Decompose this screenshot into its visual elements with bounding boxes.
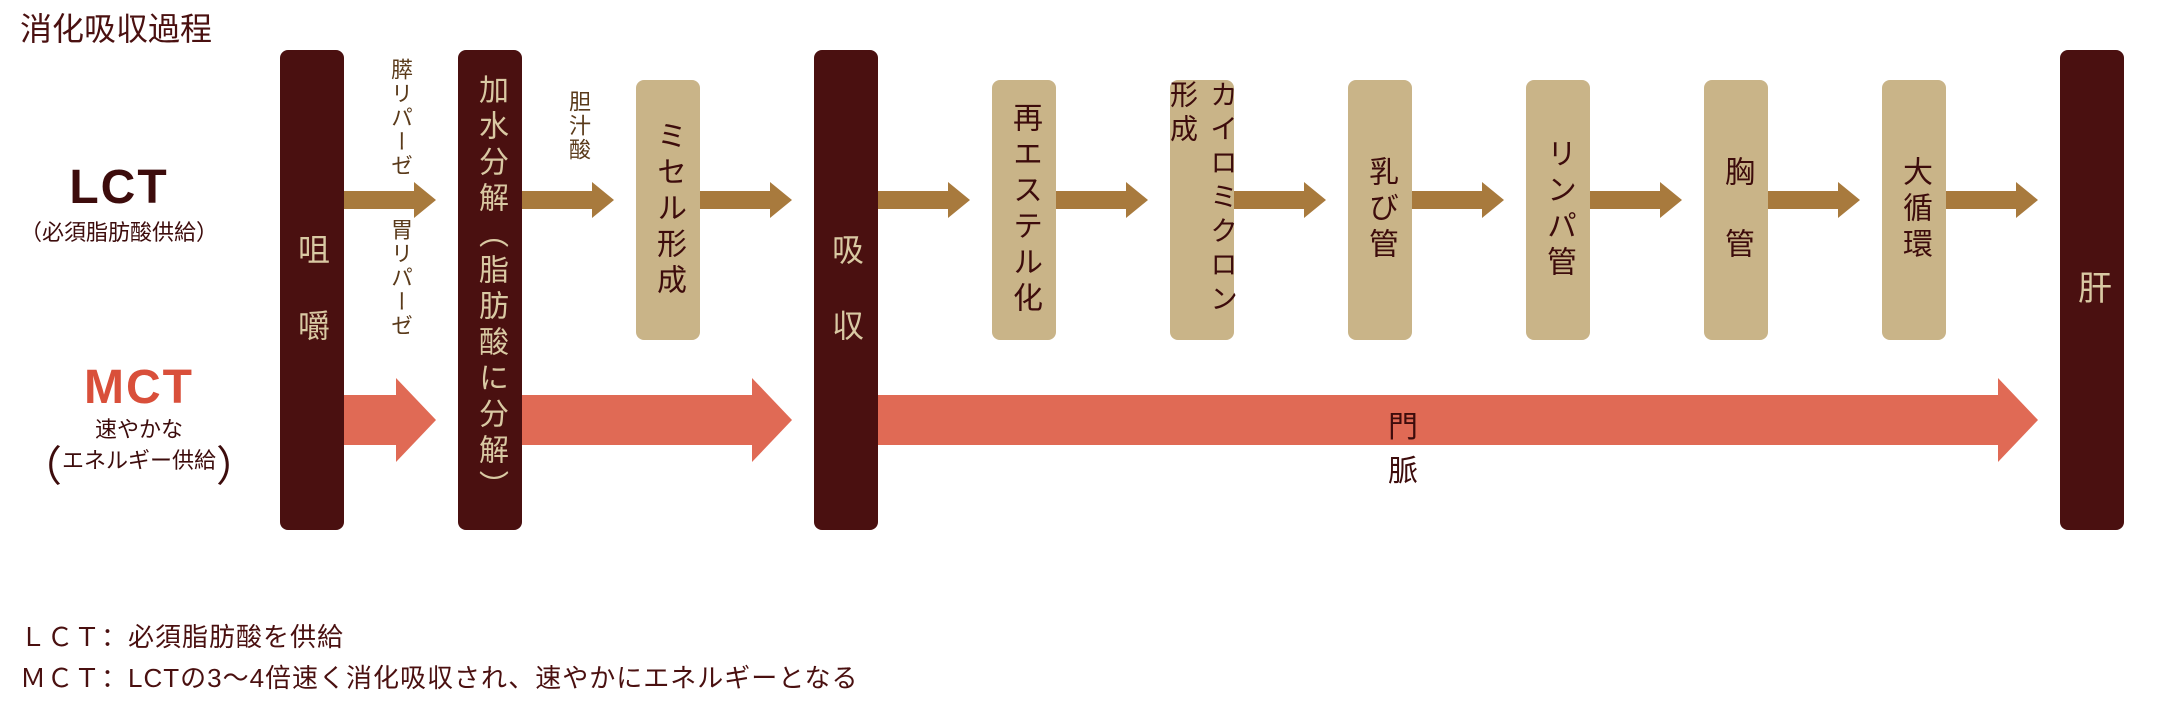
paren-close: ） <box>216 443 258 490</box>
lct-row-label: LCT （必須脂肪酸供給） <box>20 160 218 247</box>
process-box-b2: 加水分解（脂肪酸に分解） <box>458 50 522 530</box>
process-box-b4: 吸 収 <box>814 50 878 530</box>
portal-vein-label: 門 脈 <box>1388 402 1488 490</box>
process-box-b6: カイロミクロン形成 <box>1170 80 1234 340</box>
process-box-b9: 胸 管 <box>1704 80 1768 340</box>
mct-label-text: MCT <box>20 360 258 415</box>
diagram-title: 消化吸収過程 <box>20 4 212 50</box>
enzyme-label-l2: 胃リパーゼ <box>384 218 416 338</box>
process-box-b8: リンパ管 <box>1526 80 1590 340</box>
footer-line-2: ＭＣＴ：LCTの3〜4倍速く消化吸収され、速やかにエネルギーとなる <box>20 658 859 700</box>
lct-label-text: LCT <box>20 160 218 215</box>
footer-line-1: ＬＣＴ：必須脂肪酸を供給 <box>20 617 859 659</box>
lct-label-sub: （必須脂肪酸供給） <box>20 215 218 247</box>
process-box-b7: 乳び管 <box>1348 80 1412 340</box>
paren-open: （ <box>20 443 62 490</box>
process-box-b5: 再エステル化 <box>992 80 1056 340</box>
footer-notes: ＬＣＴ：必須脂肪酸を供給 ＭＣＴ：LCTの3〜4倍速く消化吸収され、速やかにエネ… <box>20 617 859 700</box>
mct-row-label: MCT （速やかなエネルギー供給） <box>20 360 258 494</box>
process-box-b10: 大循環 <box>1882 80 1946 340</box>
enzyme-label-l1: 膵リパーゼ <box>384 58 416 178</box>
process-box-b3: ミセル形成 <box>636 80 700 340</box>
enzyme-label-l3: 胆汁酸 <box>562 90 594 162</box>
process-box-b1: 咀 嚼 <box>280 50 344 530</box>
mct-label-sub: 速やかなエネルギー供給 <box>62 415 216 477</box>
process-box-b11: 肝 <box>2060 50 2124 530</box>
